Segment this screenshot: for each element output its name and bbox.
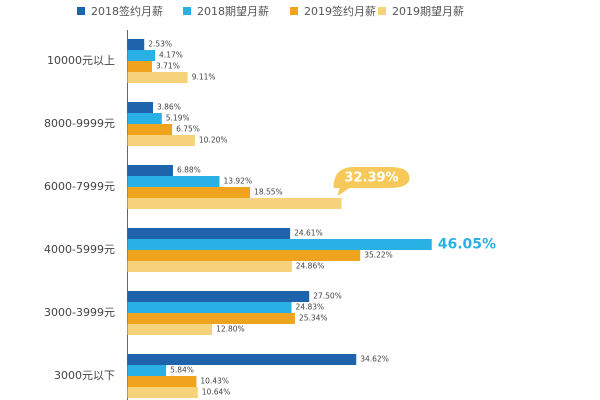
value-label: 6.75%	[176, 125, 200, 134]
value-label: 13.92%	[223, 177, 252, 186]
bar	[127, 198, 342, 209]
bar	[127, 39, 145, 50]
bar	[127, 354, 357, 365]
bar	[127, 291, 310, 302]
bar	[127, 250, 361, 261]
value-label: 12.80%	[216, 325, 245, 334]
bar	[127, 376, 197, 387]
callout-bubble	[333, 167, 410, 196]
bar	[127, 102, 154, 113]
value-label: 3.86%	[157, 103, 181, 112]
value-label: 18.55%	[254, 188, 283, 197]
value-label-highlight: 32.39%	[344, 171, 398, 186]
value-label: 25.34%	[299, 314, 328, 323]
category-label: 8000-9999元	[44, 117, 115, 130]
bar	[127, 261, 292, 272]
value-label: 5.19%	[166, 114, 190, 123]
category-label: 4000-5999元	[44, 243, 115, 256]
legend-label: 2019签约月薪	[304, 4, 376, 18]
bar	[127, 387, 198, 398]
legend-label: 2019期望月薪	[392, 5, 464, 18]
value-label: 10.43%	[200, 377, 229, 386]
value-label: 6.88%	[177, 166, 201, 175]
legend-swatch	[290, 7, 298, 15]
value-label: 2.53%	[148, 40, 172, 49]
value-label: 24.86%	[296, 262, 325, 271]
value-label: 9.11%	[192, 73, 216, 82]
category-label: 6000-7999元	[44, 180, 115, 193]
bar	[127, 50, 156, 61]
legend-swatch	[183, 7, 191, 15]
bar	[127, 176, 220, 187]
legend-swatch	[378, 7, 386, 15]
bar	[127, 187, 251, 198]
bar	[127, 61, 153, 72]
bar	[127, 165, 173, 176]
value-label: 35.22%	[364, 251, 393, 260]
value-label: 10.64%	[202, 388, 231, 397]
category-label: 3000-3999元	[44, 306, 115, 319]
bar	[127, 324, 213, 335]
value-label-highlight: 46.05%	[438, 237, 496, 253]
bar	[127, 228, 291, 239]
bar	[127, 302, 292, 313]
category-label: 3000元以下	[54, 369, 115, 382]
legend-swatch	[77, 7, 85, 15]
bar	[127, 365, 167, 376]
value-label: 3.71%	[156, 62, 180, 71]
value-label: 4.17%	[159, 51, 183, 60]
value-label: 10.20%	[199, 136, 228, 145]
legend-label: 2018签约月薪	[91, 4, 163, 18]
category-label: 10000元以上	[47, 54, 115, 67]
bar	[127, 113, 162, 124]
value-label: 34.62%	[360, 355, 389, 364]
value-label: 5.84%	[170, 366, 194, 375]
bar	[127, 72, 188, 83]
bar	[127, 124, 173, 135]
value-label: 24.83%	[296, 303, 325, 312]
bar	[127, 135, 195, 146]
value-label: 27.50%	[313, 292, 342, 301]
value-label: 24.61%	[294, 229, 323, 238]
bar	[127, 313, 295, 324]
bar	[127, 239, 432, 250]
legend-label: 2018期望月薪	[197, 5, 269, 18]
